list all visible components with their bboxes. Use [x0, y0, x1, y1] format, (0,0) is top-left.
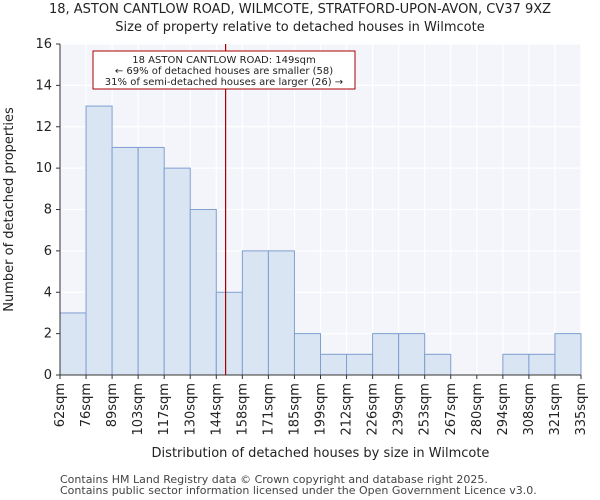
bar: [528, 353, 556, 376]
bar: [502, 353, 530, 376]
x-tick-label: 226sqm: [366, 383, 381, 436]
bar: [424, 353, 452, 376]
bar: [320, 353, 348, 376]
bar: [241, 250, 269, 376]
bar: [111, 146, 139, 376]
x-tick-label: 267sqm: [444, 383, 459, 436]
x-tick-label: 144sqm: [209, 383, 224, 436]
x-tick-label: 130sqm: [183, 383, 198, 436]
bars-layer: [59, 105, 582, 376]
bar: [372, 333, 400, 376]
bar: [215, 291, 243, 376]
y-tick-label: 4: [44, 285, 52, 300]
x-tick-label: 294sqm: [496, 383, 511, 436]
x-tick-label: 212sqm: [340, 383, 355, 436]
x-tick-label: 62sqm: [53, 383, 68, 427]
x-axis-label: Distribution of detached houses by size …: [152, 446, 490, 461]
marker-layer: 18 ASTON CANTLOW ROAD: 149sqm← 69% of de…: [92, 44, 356, 375]
bar: [293, 333, 322, 376]
y-tick-label: 0: [44, 368, 52, 383]
bar: [346, 353, 374, 376]
y-tick-label: 6: [44, 244, 52, 259]
x-tick-label: 117sqm: [157, 383, 172, 436]
bar: [137, 146, 165, 376]
bar: [398, 333, 426, 376]
bar: [554, 333, 582, 376]
footer-credit-1: Contains HM Land Registry data © Crown c…: [60, 473, 488, 486]
x-tick-label: 321sqm: [548, 383, 563, 436]
x-tick-label: 185sqm: [287, 383, 302, 436]
y-tick-label: 8: [44, 203, 52, 218]
y-tick-label: 16: [35, 37, 52, 52]
chart-subtitle: Size of property relative to detached ho…: [115, 20, 485, 35]
annotation-line: 18 ASTON CANTLOW ROAD: 149sqm: [132, 55, 315, 66]
y-tick-label: 12: [35, 120, 52, 135]
x-tick-label: 199sqm: [314, 383, 329, 436]
x-tick-label: 308sqm: [522, 383, 537, 436]
x-tick-label: 335sqm: [574, 383, 589, 436]
y-tick-label: 14: [35, 78, 52, 93]
footer-credit-2: Contains public sector information licen…: [60, 484, 537, 497]
x-tick-label: 158sqm: [235, 383, 250, 436]
y-tick-label: 10: [35, 161, 52, 176]
bar: [59, 312, 87, 376]
annotation-line: ← 69% of detached houses are smaller (58…: [115, 66, 333, 77]
bar: [267, 250, 295, 376]
annotation-line: 31% of semi-detached houses are larger (…: [105, 77, 343, 88]
x-tick-label: 280sqm: [470, 383, 485, 436]
x-tick-label: 171sqm: [261, 383, 276, 436]
bar: [189, 209, 217, 376]
axes-layer: [56, 43, 582, 379]
x-tick-label: 103sqm: [131, 383, 146, 436]
y-tick-label: 2: [44, 327, 52, 342]
x-tick-label: 89sqm: [105, 383, 120, 427]
x-tick-label: 253sqm: [418, 383, 433, 436]
x-tick-label: 239sqm: [392, 383, 407, 436]
y-axis-label: Number of detached properties: [2, 107, 17, 312]
bar: [163, 167, 191, 376]
x-tick-label: 76sqm: [79, 383, 94, 427]
labels-layer: 0 2 4 6 8 10 12 14 16 62sqm 76sqm 89sqm 103sqm 117sqm…: [2, 37, 589, 461]
chart-title: 18, ASTON CANTLOW ROAD, WILMCOTE, STRATF…: [48, 2, 552, 17]
annotation-box: [92, 50, 356, 90]
bar: [85, 105, 113, 376]
